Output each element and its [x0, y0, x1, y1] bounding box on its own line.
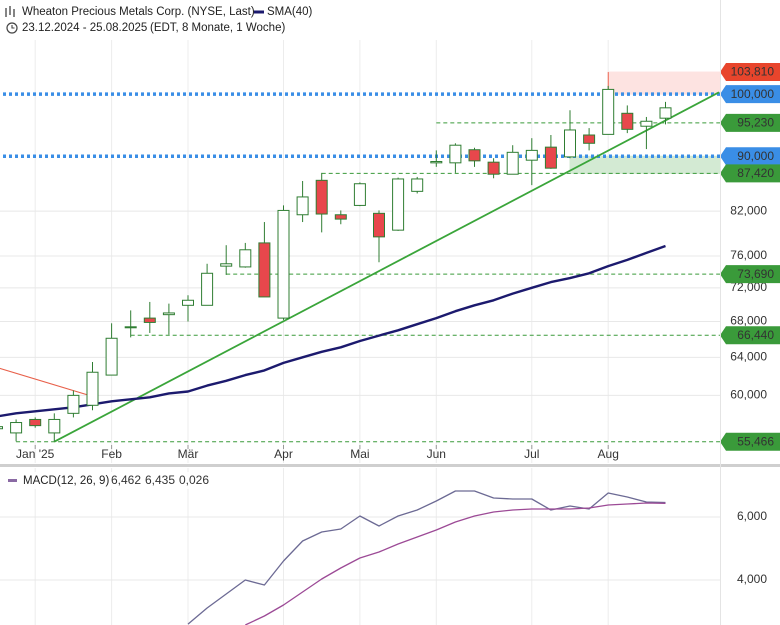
candle-body [277, 209, 290, 319]
x-tick-label: Jun [427, 447, 446, 461]
macd-legend-value: 0,026 [179, 473, 209, 487]
candle-body [239, 249, 252, 268]
trendline [0, 367, 93, 397]
macd-legend-value: 6,435 [145, 473, 175, 487]
chart-title: Wheaton Precious Metals Corp. (NYSE, Las… [22, 6, 255, 18]
candle-body [143, 317, 156, 323]
x-tick-label: Apr [274, 447, 293, 461]
level-label: 95,230 [737, 116, 774, 130]
macd-legend-bg [3, 472, 211, 489]
y-tick-label: 76,000 [730, 248, 767, 262]
macd-legend-label: MACD(12, 26, 9) [23, 475, 109, 487]
level-label: 55,466 [737, 434, 774, 448]
grid-layer [0, 40, 720, 625]
level-tag [720, 147, 780, 166]
candle-body [334, 214, 347, 220]
candle-body [86, 371, 99, 406]
x-tick-label: Mär [178, 447, 199, 461]
macd-legend-values: 6,462 6,435 0,026 [111, 473, 209, 487]
zone [607, 71, 720, 95]
y-tick-label: 4,000 [737, 572, 767, 586]
candle-body [124, 326, 137, 329]
candle-body [468, 149, 481, 162]
candle-body [487, 161, 500, 175]
level-tag [720, 113, 780, 132]
trendline [53, 91, 720, 443]
x-tick-label: Feb [101, 447, 122, 461]
candle-body [583, 134, 596, 144]
labels-layer: Jan '25 Feb Mär Apr Mai Jun Jul Aug 60,000 64,000… [16, 63, 780, 586]
candle-body [640, 120, 653, 127]
candle-body [67, 394, 80, 414]
price-layer [0, 72, 720, 443]
y-tick-label: 72,000 [730, 280, 767, 294]
candle-body [353, 183, 366, 206]
macd-legend-value: 6,462 [111, 473, 141, 487]
candle-body [659, 107, 672, 119]
y-tick-label: 82,000 [730, 203, 767, 217]
candle-body [544, 146, 557, 169]
legend-label: SMA(40) [267, 6, 313, 18]
y-tick-label: 6,000 [737, 509, 767, 523]
header-bg [0, 0, 320, 38]
level-tag [720, 63, 780, 82]
candle-body [430, 161, 443, 164]
candle-body [182, 299, 194, 306]
clock-icon [6, 22, 18, 34]
candle-body [258, 242, 271, 298]
x-tick-label: Mai [350, 447, 369, 461]
candle-body [506, 151, 519, 175]
candle-body [602, 88, 615, 135]
y-tick-label: 68,000 [730, 314, 767, 328]
candle-body [105, 337, 118, 376]
clock-hands [11, 25, 15, 29]
candle-body [449, 144, 462, 164]
level-tag [720, 265, 780, 284]
candle-body [296, 196, 309, 216]
level-label: 87,420 [737, 166, 774, 180]
period-note: (EDT, 8 Monate, 1 Woche) [150, 22, 285, 34]
y-tick-label: 64,000 [730, 349, 767, 363]
x-tick-label: Jul [524, 447, 539, 461]
level-label: 66,440 [737, 328, 774, 342]
candle-body [411, 178, 424, 192]
candle-body [373, 212, 385, 238]
candle-body [564, 129, 576, 158]
candle-body [525, 149, 538, 161]
sma-line [0, 244, 666, 418]
candle-body [201, 272, 214, 306]
level-tag [720, 432, 780, 451]
candle-body [220, 263, 233, 267]
candle-body [392, 178, 405, 231]
macd-line [245, 502, 666, 625]
candle-body [621, 112, 634, 130]
candle-body [10, 422, 23, 434]
x-tick-label: Jan '25 [16, 447, 55, 461]
date-range: 23.12.2024 - 25.08.2025 [22, 22, 147, 34]
level-label: 103,810 [731, 65, 775, 79]
y-tick-label: 60,000 [730, 388, 767, 402]
level-label: 90,000 [737, 149, 774, 163]
level-tag [720, 85, 780, 104]
chart-icon [5, 6, 15, 17]
candle-body [29, 418, 42, 427]
level-label: 100,000 [731, 87, 775, 101]
level-tag [720, 164, 780, 183]
candle-body [48, 418, 61, 434]
candle-body [162, 312, 175, 316]
x-tick-label: Aug [598, 447, 619, 461]
candle-body [0, 426, 3, 430]
macd-line [187, 490, 666, 625]
candle-body [315, 179, 328, 215]
macd-layer [187, 490, 666, 625]
level-tag [720, 326, 780, 345]
level-label: 73,690 [737, 267, 774, 281]
